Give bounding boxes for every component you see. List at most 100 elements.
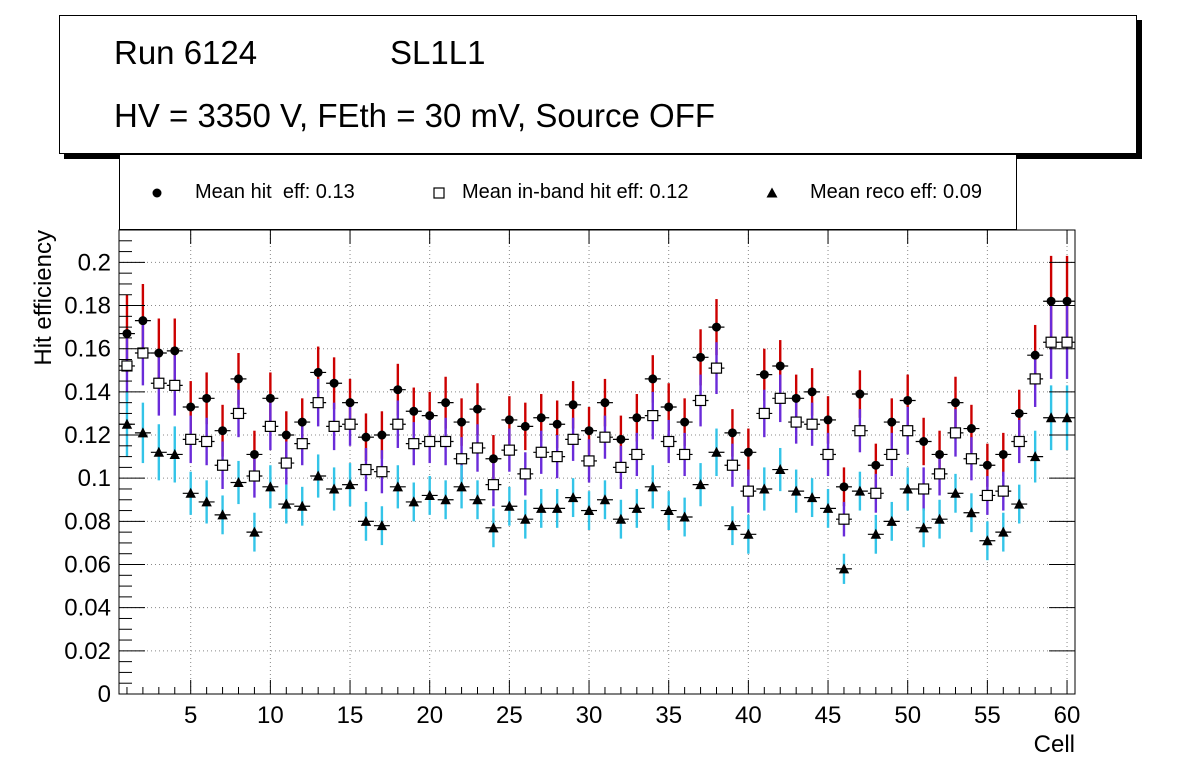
- inband-eff-point: [471, 442, 484, 454]
- hit-eff-point: [903, 395, 913, 405]
- hit-eff-point: [138, 316, 148, 326]
- reco-eff-point: [201, 496, 212, 507]
- inband-eff-point: [790, 416, 802, 428]
- hit-eff-point: [712, 322, 721, 332]
- inband-eff-point: [248, 470, 261, 482]
- inband-eff-point: [647, 410, 659, 422]
- inband-eff-point: [726, 459, 739, 471]
- reco-eff-point: [599, 494, 611, 505]
- inband-eff-point: [1013, 435, 1025, 448]
- legend-reco-label: Mean reco eff: 0.09: [810, 181, 982, 203]
- hit-eff-point: [1014, 408, 1024, 418]
- reco-eff-point: [520, 513, 531, 524]
- run-label: Run 6124: [114, 34, 258, 71]
- reco-eff-point: [424, 489, 435, 500]
- x-tick-label: 5: [184, 702, 197, 729]
- reco-eff-point: [440, 494, 451, 505]
- hit-eff-point: [919, 436, 929, 446]
- hit-eff-point: [202, 393, 212, 403]
- legend-inband-label: Mean in-band hit eff: 0.12: [462, 181, 689, 203]
- reco-eff-point: [1045, 412, 1057, 423]
- reco-eff-point: [408, 496, 419, 507]
- hit-eff-point: [265, 393, 275, 403]
- inband-eff-point: [949, 427, 962, 439]
- inband-eff-point: [360, 463, 372, 476]
- x-tick-label: 40: [735, 702, 762, 729]
- reco-eff-point: [297, 500, 308, 511]
- hit-eff-point: [313, 367, 323, 377]
- hit-eff-point: [186, 402, 196, 412]
- reco-eff-point: [1014, 498, 1025, 509]
- hit-eff-point: [441, 398, 451, 408]
- inband-eff-point: [1029, 373, 1041, 385]
- inband-eff-point: [408, 438, 420, 450]
- inband-eff-point: [440, 435, 452, 448]
- inband-eff-point: [328, 420, 340, 432]
- inband-eff-point: [232, 407, 245, 420]
- inband-eff-point: [137, 347, 149, 359]
- hit-eff-point: [759, 370, 769, 380]
- hit-eff-point: [457, 417, 467, 427]
- hit-eff-point: [1046, 296, 1056, 306]
- reco-eff-point: [583, 505, 595, 516]
- hit-eff-point: [1062, 296, 1072, 306]
- reco-eff-point: [822, 502, 834, 513]
- layer-label: SL1L1: [390, 34, 486, 71]
- hit-eff-point: [473, 404, 482, 414]
- x-tick-label: 15: [337, 702, 364, 729]
- conditions-label: HV = 3350 V, FEth = 30 mV, Source OFF: [114, 97, 716, 134]
- inband-eff-point: [663, 435, 675, 448]
- x-tick-label: 45: [815, 702, 842, 729]
- y-tick-label: 0.12: [64, 422, 111, 449]
- x-tick-label: 55: [974, 702, 1001, 729]
- x-tick-label: 30: [576, 702, 603, 729]
- inband-eff-point: [854, 425, 866, 437]
- hit-eff-point: [552, 419, 562, 429]
- hit-eff-point: [982, 460, 992, 470]
- inband-eff-point: [519, 468, 531, 480]
- reco-eff-point: [344, 479, 356, 490]
- inband-eff-point: [679, 448, 691, 461]
- inband-eff-point: [169, 379, 181, 391]
- hit-eff-point: [648, 374, 658, 384]
- reco-eff-point: [185, 487, 196, 498]
- hit-eff-point: [951, 398, 960, 408]
- inband-eff-point: [1045, 336, 1057, 348]
- hit-eff-point: [680, 417, 690, 427]
- inband-eff-point: [185, 433, 197, 445]
- inband-eff-point: [886, 448, 898, 461]
- inband-eff-point: [503, 444, 515, 456]
- reco-eff-point: [806, 492, 818, 503]
- hit-eff-point: [393, 385, 403, 395]
- hit-eff-point: [249, 449, 259, 459]
- inband-eff-point: [376, 466, 388, 478]
- y-tick-label: 0.04: [64, 595, 111, 622]
- reco-eff-point: [1029, 451, 1041, 462]
- reco-eff-point: [998, 526, 1009, 537]
- y-tick-label: 0: [98, 681, 111, 708]
- inband-eff-point: [455, 453, 468, 465]
- hit-eff-point: [568, 400, 578, 410]
- reco-eff-point: [567, 492, 579, 503]
- hit-eff-point: [409, 406, 419, 416]
- hit-eff-point: [520, 421, 530, 431]
- hit-eff-point: [154, 348, 164, 358]
- hit-eff-point: [600, 398, 610, 408]
- hit-eff-point: [743, 447, 753, 457]
- x-tick-label: 50: [894, 702, 921, 729]
- hit-eff-point: [823, 415, 833, 425]
- reco-eff-point: [360, 515, 372, 526]
- reco-eff-point: [982, 535, 993, 546]
- reco-eff-point: [743, 528, 754, 539]
- inband-eff-point: [312, 397, 324, 409]
- hit-eff-point: [887, 417, 897, 427]
- reco-eff-point: [169, 448, 180, 459]
- hit-eff-point: [664, 402, 674, 412]
- hit-eff-point: [966, 424, 976, 434]
- reco-eff-point: [663, 505, 674, 516]
- inband-eff-point: [774, 392, 786, 404]
- inband-eff-point: [121, 360, 133, 372]
- inband-eff-point: [296, 438, 308, 450]
- reco-eff-point: [217, 509, 228, 520]
